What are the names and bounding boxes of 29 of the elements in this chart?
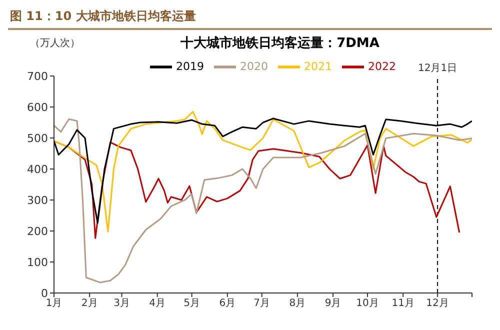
line-series xyxy=(54,118,472,284)
y-tick-label: 0 xyxy=(41,286,48,300)
x-tick-label: 7月 xyxy=(254,298,270,310)
legend-label: 2021 xyxy=(304,60,332,74)
y-tick-label: 700 xyxy=(27,70,48,83)
x-tick-label: 2月 xyxy=(81,298,98,310)
x-tick-label: 4月 xyxy=(149,298,166,310)
y-tick-label: 500 xyxy=(27,132,48,145)
x-tick-label: 5月 xyxy=(184,298,200,310)
x-tick-label: 12月 xyxy=(426,298,449,310)
x-tick-label: 9月 xyxy=(324,298,342,310)
chart-subtitle: 十大城市地铁日均客运量：7DMA xyxy=(180,36,380,51)
ref-line-label: 12月1日 xyxy=(418,63,458,74)
x-tick-label: 3月 xyxy=(114,298,130,310)
legend-label: 2022 xyxy=(368,60,396,74)
x-tick-label: 1月 xyxy=(46,298,62,310)
legend-label: 2019 xyxy=(176,60,204,74)
y-tick-label: 200 xyxy=(27,224,48,238)
x-tick-label: 6月 xyxy=(219,298,236,310)
chart-title: 图 11：10 大城市地铁日均客运量 xyxy=(8,8,492,30)
legend-label: 2020 xyxy=(240,60,268,74)
y-tick-label: 600 xyxy=(27,100,48,114)
y-tick-label: 300 xyxy=(27,194,48,207)
y-axis-title: （万人次） xyxy=(30,37,80,50)
x-tick-label: 8月 xyxy=(289,298,306,310)
y-tick-label: 400 xyxy=(27,162,48,176)
y-tick-label: 100 xyxy=(27,256,48,269)
x-tick-label: 10月 xyxy=(356,298,379,310)
x-tick-label: 11月 xyxy=(392,298,414,310)
